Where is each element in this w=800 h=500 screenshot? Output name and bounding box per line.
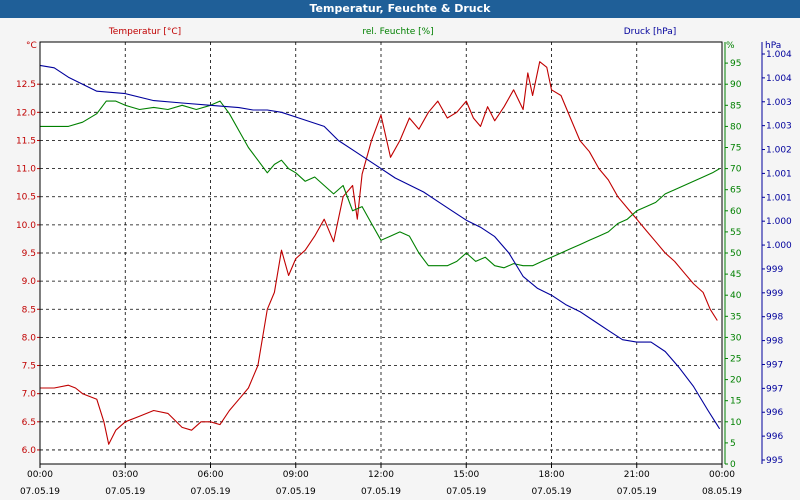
press-tick-17: 1.004 <box>766 50 792 60</box>
temp-tick-13: 12.5 <box>16 80 36 90</box>
temp-tick-1: 6.5 <box>22 418 36 428</box>
temp-tick-2: 7.0 <box>22 390 37 400</box>
press-tick-14: 1.003 <box>766 122 792 132</box>
x-tick-date-6: 07.05.19 <box>531 487 571 497</box>
series-line-press <box>39 64 721 430</box>
press-tick-13: 1.002 <box>766 146 792 156</box>
press-tick-12: 1.001 <box>766 169 792 179</box>
x-tick-time-7: 21:00 <box>624 470 650 480</box>
chart: 00:00 07.05.19 03:00 07.05.19 06:00 07.05.19 0… <box>16 27 792 497</box>
hum-tick-3: 15 <box>730 397 741 407</box>
axis-label-temp: Temperatur [°C] <box>108 27 181 37</box>
press-tick-5: 998 <box>766 337 783 347</box>
temp-tick-4: 8.0 <box>22 333 37 343</box>
press-tick-1: 996 <box>766 432 783 442</box>
hum-tick-9: 45 <box>730 270 741 280</box>
press-tick-7: 999 <box>766 289 783 299</box>
temp-tick-3: 7.5 <box>22 362 36 372</box>
hum-tick-19: 95 <box>730 59 741 69</box>
hum-tick-14: 70 <box>730 165 742 175</box>
x-tick-time-5: 15:00 <box>453 470 479 480</box>
hum-tick-17: 85 <box>730 101 741 111</box>
x-tick-date-7: 07.05.19 <box>617 487 657 497</box>
hum-tick-2: 10 <box>730 418 742 428</box>
x-tick-date-2: 07.05.19 <box>190 487 230 497</box>
hum-tick-5: 25 <box>730 355 741 365</box>
x-tick-time-0: 00:00 <box>27 470 53 480</box>
press-tick-15: 1.003 <box>766 98 792 108</box>
press-tick-10: 1.000 <box>766 217 792 227</box>
x-tick-time-4: 12:00 <box>368 470 394 480</box>
hum-tick-0: 0 <box>730 460 736 470</box>
x-tick-time-8: 00:00 <box>709 470 735 480</box>
temp-tick-8: 10.0 <box>16 221 36 231</box>
hum-tick-11: 55 <box>730 228 741 238</box>
series-layer <box>39 61 721 445</box>
x-tick-date-5: 07.05.19 <box>446 487 486 497</box>
hum-tick-7: 35 <box>730 312 741 322</box>
temp-tick-9: 10.5 <box>16 193 36 203</box>
x-tick-date-3: 07.05.19 <box>276 487 316 497</box>
press-tick-11: 1.001 <box>766 193 792 203</box>
press-tick-2: 996 <box>766 408 783 418</box>
x-tick-time-1: 03:00 <box>112 470 138 480</box>
x-tick-time-3: 09:00 <box>283 470 309 480</box>
unit-press: hPa <box>765 41 781 51</box>
press-tick-16: 1.004 <box>766 74 792 84</box>
x-tick-time-2: 06:00 <box>198 470 224 480</box>
x-tick-date-0: 07.05.19 <box>20 487 60 497</box>
press-tick-9: 1.000 <box>766 241 792 251</box>
temp-tick-11: 11.5 <box>16 136 36 146</box>
temp-tick-0: 6.0 <box>22 446 37 456</box>
press-tick-6: 998 <box>766 313 783 323</box>
hum-tick-4: 20 <box>730 376 742 386</box>
temp-tick-10: 11.0 <box>16 165 36 175</box>
hum-tick-16: 80 <box>730 122 742 132</box>
hum-tick-15: 75 <box>730 144 741 154</box>
x-tick-date-4: 07.05.19 <box>361 487 401 497</box>
press-tick-3: 997 <box>766 384 783 394</box>
hum-tick-10: 50 <box>730 249 742 259</box>
hum-tick-12: 60 <box>730 207 742 217</box>
temp-tick-7: 9.5 <box>22 249 36 259</box>
axes: 00:00 07.05.19 03:00 07.05.19 06:00 07.05.19 0… <box>16 41 792 497</box>
hum-tick-8: 40 <box>730 291 742 301</box>
press-tick-0: 995 <box>766 456 783 466</box>
unit-temp: °C <box>26 41 37 51</box>
hum-tick-18: 90 <box>730 80 742 90</box>
series-line-hum <box>40 100 720 269</box>
temp-tick-12: 12.0 <box>16 108 36 118</box>
x-tick-date-8: 08.05.19 <box>702 487 742 497</box>
hum-tick-1: 5 <box>730 439 736 449</box>
unit-hum: % <box>726 41 735 51</box>
press-tick-4: 997 <box>766 360 783 370</box>
hum-tick-6: 30 <box>730 333 742 343</box>
window-title: Temperatur, Feuchte & Druck <box>0 0 800 18</box>
x-tick-date-1: 07.05.19 <box>105 487 145 497</box>
series-line-temp <box>40 61 718 445</box>
plot-frame <box>39 41 723 465</box>
axis-label-press: Druck [hPa] <box>624 27 677 37</box>
labels: Temperatur [°C] rel. Feuchte [%] Druck [… <box>26 27 781 51</box>
axis-label-hum: rel. Feuchte [%] <box>362 27 433 37</box>
grid <box>40 42 722 464</box>
temp-tick-6: 9.0 <box>22 277 37 287</box>
x-tick-time-6: 18:00 <box>539 470 565 480</box>
temp-tick-5: 8.5 <box>22 305 36 315</box>
press-tick-8: 999 <box>766 265 783 275</box>
hum-tick-13: 65 <box>730 186 741 196</box>
